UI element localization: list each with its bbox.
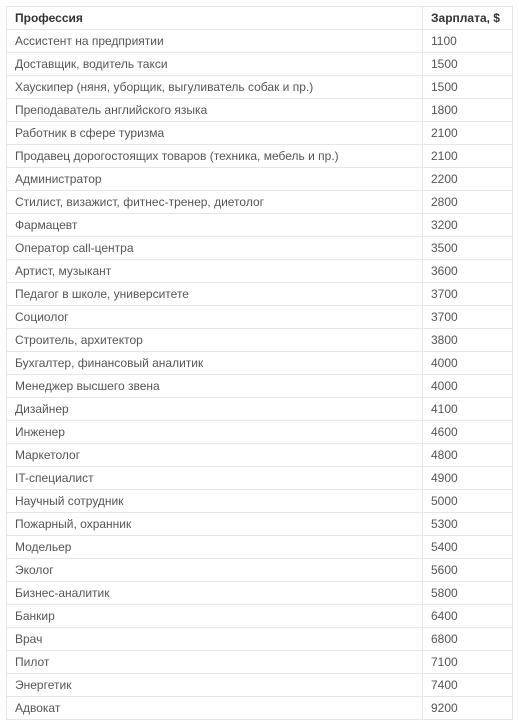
cell-profession: Работник в сфере туризма xyxy=(7,122,423,145)
cell-profession: Администратор xyxy=(7,168,423,191)
table-row: Фармацевт3200 xyxy=(7,214,513,237)
cell-salary: 5000 xyxy=(423,490,513,513)
table-row: Врач6800 xyxy=(7,628,513,651)
cell-salary: 3800 xyxy=(423,329,513,352)
table-row: Модельер5400 xyxy=(7,536,513,559)
cell-profession: Педагог в школе, университете xyxy=(7,283,423,306)
cell-profession: Доставщик, водитель такси xyxy=(7,53,423,76)
table-row: Пожарный, охранник5300 xyxy=(7,513,513,536)
cell-profession: Банкир xyxy=(7,605,423,628)
table-row: Энергетик7400 xyxy=(7,674,513,697)
cell-salary: 4100 xyxy=(423,398,513,421)
salary-table: Профессия Зарплата, $ Ассистент на предп… xyxy=(6,6,513,720)
cell-salary: 1800 xyxy=(423,99,513,122)
col-header-profession: Профессия xyxy=(7,7,423,30)
table-row: Инженер4600 xyxy=(7,421,513,444)
table-row: Ассистент на предприятии1100 xyxy=(7,30,513,53)
cell-profession: Инженер xyxy=(7,421,423,444)
cell-salary: 1100 xyxy=(423,30,513,53)
cell-salary: 5800 xyxy=(423,582,513,605)
table-row: Банкир6400 xyxy=(7,605,513,628)
table-row: Работник в сфере туризма2100 xyxy=(7,122,513,145)
cell-salary: 7400 xyxy=(423,674,513,697)
cell-salary: 2200 xyxy=(423,168,513,191)
cell-salary: 3200 xyxy=(423,214,513,237)
table-row: Стилист, визажист, фитнес-тренер, диетол… xyxy=(7,191,513,214)
table-row: Оператор call-центра3500 xyxy=(7,237,513,260)
cell-profession: Бизнес-аналитик xyxy=(7,582,423,605)
table-row: Педагог в школе, университете3700 xyxy=(7,283,513,306)
cell-profession: IT-специалист xyxy=(7,467,423,490)
cell-profession: Врач xyxy=(7,628,423,651)
table-row: Менеджер высшего звена4000 xyxy=(7,375,513,398)
table-row: Строитель, архитектор3800 xyxy=(7,329,513,352)
cell-profession: Эколог xyxy=(7,559,423,582)
table-row: Продавец дорогостоящих товаров (техника,… xyxy=(7,145,513,168)
cell-salary: 4000 xyxy=(423,375,513,398)
table-row: Бухгалтер, финансовый аналитик4000 xyxy=(7,352,513,375)
table-row: Маркетолог4800 xyxy=(7,444,513,467)
cell-salary: 6400 xyxy=(423,605,513,628)
cell-profession: Адвокат xyxy=(7,697,423,720)
table-row: Пилот7100 xyxy=(7,651,513,674)
cell-profession: Дизайнер xyxy=(7,398,423,421)
cell-profession: Артист, музыкант xyxy=(7,260,423,283)
table-row: Администратор2200 xyxy=(7,168,513,191)
cell-profession: Менеджер высшего звена xyxy=(7,375,423,398)
table-row: IT-специалист4900 xyxy=(7,467,513,490)
cell-profession: Пилот xyxy=(7,651,423,674)
cell-salary: 3600 xyxy=(423,260,513,283)
cell-salary: 6800 xyxy=(423,628,513,651)
cell-profession: Строитель, архитектор xyxy=(7,329,423,352)
cell-profession: Маркетолог xyxy=(7,444,423,467)
cell-profession: Бухгалтер, финансовый аналитик xyxy=(7,352,423,375)
table-row: Бизнес-аналитик5800 xyxy=(7,582,513,605)
cell-salary: 3700 xyxy=(423,306,513,329)
table-row: Артист, музыкант3600 xyxy=(7,260,513,283)
cell-salary: 4900 xyxy=(423,467,513,490)
cell-profession: Пожарный, охранник xyxy=(7,513,423,536)
table-row: Дизайнер4100 xyxy=(7,398,513,421)
cell-profession: Ассистент на предприятии xyxy=(7,30,423,53)
table-row: Хаускипер (няня, уборщик, выгуливатель с… xyxy=(7,76,513,99)
cell-profession: Стилист, визажист, фитнес-тренер, диетол… xyxy=(7,191,423,214)
cell-salary: 4600 xyxy=(423,421,513,444)
table-row: Социолог3700 xyxy=(7,306,513,329)
cell-salary: 5300 xyxy=(423,513,513,536)
cell-salary: 1500 xyxy=(423,53,513,76)
cell-profession: Преподаватель английского языка xyxy=(7,99,423,122)
table-row: Адвокат9200 xyxy=(7,697,513,720)
table-header-row: Профессия Зарплата, $ xyxy=(7,7,513,30)
cell-profession: Оператор call-центра xyxy=(7,237,423,260)
cell-profession: Модельер xyxy=(7,536,423,559)
cell-profession: Социолог xyxy=(7,306,423,329)
col-header-salary: Зарплата, $ xyxy=(423,7,513,30)
cell-salary: 3500 xyxy=(423,237,513,260)
cell-salary: 1500 xyxy=(423,76,513,99)
cell-salary: 2100 xyxy=(423,122,513,145)
table-row: Эколог5600 xyxy=(7,559,513,582)
cell-salary: 7100 xyxy=(423,651,513,674)
cell-salary: 3700 xyxy=(423,283,513,306)
cell-salary: 4000 xyxy=(423,352,513,375)
cell-salary: 9200 xyxy=(423,697,513,720)
cell-salary: 2800 xyxy=(423,191,513,214)
table-row: Научный сотрудник5000 xyxy=(7,490,513,513)
cell-profession: Фармацевт xyxy=(7,214,423,237)
cell-salary: 2100 xyxy=(423,145,513,168)
table-row: Преподаватель английского языка1800 xyxy=(7,99,513,122)
table-row: Доставщик, водитель такси1500 xyxy=(7,53,513,76)
cell-salary: 5600 xyxy=(423,559,513,582)
cell-profession: Энергетик xyxy=(7,674,423,697)
cell-profession: Хаускипер (няня, уборщик, выгуливатель с… xyxy=(7,76,423,99)
cell-salary: 5400 xyxy=(423,536,513,559)
cell-profession: Продавец дорогостоящих товаров (техника,… xyxy=(7,145,423,168)
cell-profession: Научный сотрудник xyxy=(7,490,423,513)
cell-salary: 4800 xyxy=(423,444,513,467)
